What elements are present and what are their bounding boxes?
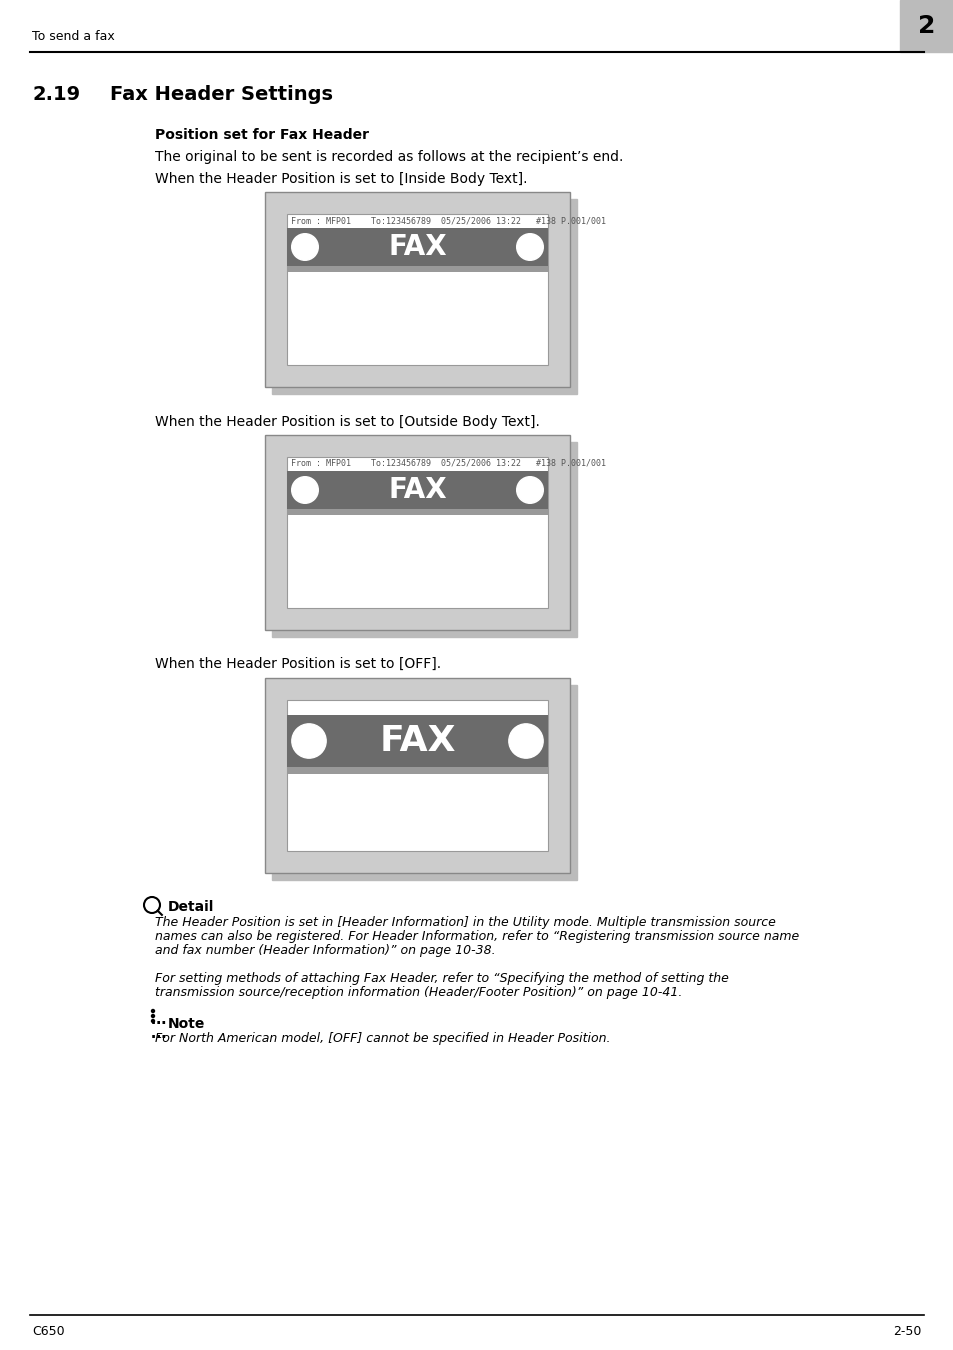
Bar	[287, 767, 547, 774]
Text: When the Header Position is set to [OFF].: When the Header Position is set to [OFF]…	[154, 657, 440, 671]
Text: When the Header Position is set to [Outside Body Text].: When the Header Position is set to [Outs…	[154, 414, 539, 429]
Text: and fax number (Header Information)” on page 10-38.: and fax number (Header Information)” on …	[154, 944, 496, 957]
Bar	[272, 684, 577, 880]
Text: To send a fax: To send a fax	[32, 30, 114, 42]
Text: The Header Position is set in [Header Information] in the Utility mode. Multiple: The Header Position is set in [Header In…	[154, 917, 775, 929]
Text: FAX: FAX	[388, 477, 446, 504]
Text: 2.19: 2.19	[32, 85, 80, 104]
Circle shape	[292, 234, 318, 261]
Circle shape	[152, 1019, 154, 1022]
Bar	[265, 678, 569, 873]
Text: Detail: Detail	[168, 900, 214, 914]
Bar	[287, 509, 547, 514]
Text: …: …	[151, 1012, 166, 1027]
Text: names can also be registered. For Header Information, refer to “Registering tran: names can also be registered. For Header…	[154, 930, 799, 944]
Text: FAX: FAX	[388, 234, 446, 261]
Circle shape	[152, 1014, 154, 1018]
Text: C650: C650	[32, 1324, 65, 1338]
Circle shape	[517, 477, 542, 504]
Text: For setting methods of attaching Fax Header, refer to “Specifying the method of : For setting methods of attaching Fax Hea…	[154, 972, 728, 986]
Bar	[899, 0, 953, 53]
Text: When the Header Position is set to [Inside Body Text].: When the Header Position is set to [Insi…	[154, 171, 527, 186]
Bar	[272, 441, 577, 637]
Circle shape	[292, 477, 318, 504]
Text: 2: 2	[918, 14, 935, 38]
Circle shape	[152, 1010, 154, 1012]
Bar	[287, 716, 547, 767]
Text: The original to be sent is recorded as follows at the recipient’s end.: The original to be sent is recorded as f…	[154, 150, 622, 163]
Bar	[287, 471, 547, 509]
Bar	[287, 266, 547, 271]
Text: From : MFP01    To:123456789  05/25/2006 13:22   #138 P.001/001: From : MFP01 To:123456789 05/25/2006 13:…	[291, 216, 605, 225]
Text: 2-50: 2-50	[893, 1324, 921, 1338]
Text: Fax Header Settings: Fax Header Settings	[110, 85, 333, 104]
Text: FAX: FAX	[379, 724, 456, 757]
Text: transmission source/reception information (Header/Footer Position)” on page 10-4: transmission source/reception informatio…	[154, 986, 681, 999]
Circle shape	[292, 724, 326, 759]
Text: Position set for Fax Header: Position set for Fax Header	[154, 128, 369, 142]
Bar	[272, 198, 577, 394]
Circle shape	[508, 724, 542, 759]
Text: Note: Note	[168, 1017, 205, 1031]
Bar	[287, 215, 547, 364]
Bar	[287, 701, 547, 850]
Bar	[265, 435, 569, 630]
Circle shape	[517, 234, 542, 261]
Text: …: …	[151, 1026, 166, 1041]
Bar	[265, 192, 569, 387]
Bar	[287, 228, 547, 266]
Text: For North American model, [OFF] cannot be specified in Header Position.: For North American model, [OFF] cannot b…	[154, 1031, 610, 1045]
Text: From : MFP01    To:123456789  05/25/2006 13:22   #138 P.001/001: From : MFP01 To:123456789 05/25/2006 13:…	[291, 459, 605, 468]
Bar	[287, 458, 547, 608]
